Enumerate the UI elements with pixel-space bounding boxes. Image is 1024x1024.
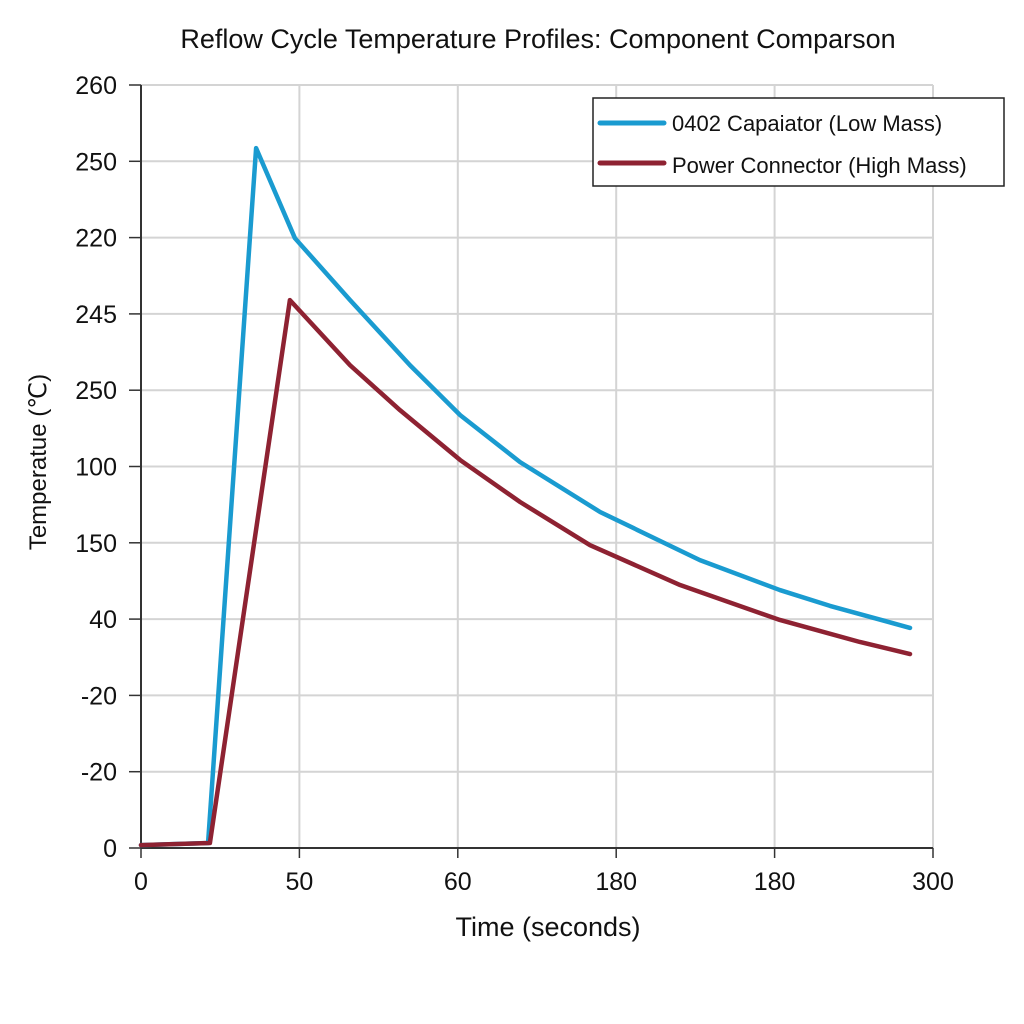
legend: 0402 Capaiator (Low Mass) Power Connecto… bbox=[592, 97, 1005, 187]
series-lines bbox=[138, 145, 913, 848]
y-ticks: 0 -20 -20 40 150 100 250 245 220 250 260 bbox=[75, 72, 141, 863]
legend-label-connector: Power Connector (High Mass) bbox=[672, 153, 967, 178]
x-axis-label: Time (seconds) bbox=[455, 912, 640, 942]
x-tick-label: 180 bbox=[595, 868, 637, 896]
legend-box bbox=[592, 97, 1005, 187]
y-tick-label: 40 bbox=[89, 606, 117, 634]
y-tick-label: 0 bbox=[103, 835, 117, 863]
y-tick-label: 150 bbox=[75, 530, 117, 558]
y-tick-label: 250 bbox=[75, 148, 117, 176]
x-tick-label: 180 bbox=[754, 868, 796, 896]
y-axis-label: Temperatue (℃) bbox=[25, 374, 52, 550]
y-tick-label: -20 bbox=[81, 682, 117, 710]
y-tick-label: 245 bbox=[75, 301, 117, 329]
x-ticks: 0 50 60 180 180 300 bbox=[134, 848, 954, 896]
y-tick-label: 250 bbox=[75, 377, 117, 405]
x-tick-label: 50 bbox=[285, 868, 313, 896]
series-line-connector bbox=[138, 297, 913, 848]
series-line-capacitor bbox=[138, 145, 913, 848]
x-tick-label: 0 bbox=[134, 868, 148, 896]
x-tick-label: 60 bbox=[444, 868, 472, 896]
grid bbox=[141, 84, 934, 848]
y-tick-label: 220 bbox=[75, 225, 117, 253]
y-tick-label: 260 bbox=[75, 72, 117, 100]
y-tick-label: -20 bbox=[81, 759, 117, 787]
legend-label-capacitor: 0402 Capaiator (Low Mass) bbox=[672, 111, 942, 136]
y-tick-label: 100 bbox=[75, 454, 117, 482]
x-tick-label: 300 bbox=[912, 868, 954, 896]
chart-title: Reflow Cycle Temperature Profiles: Compo… bbox=[180, 24, 895, 54]
